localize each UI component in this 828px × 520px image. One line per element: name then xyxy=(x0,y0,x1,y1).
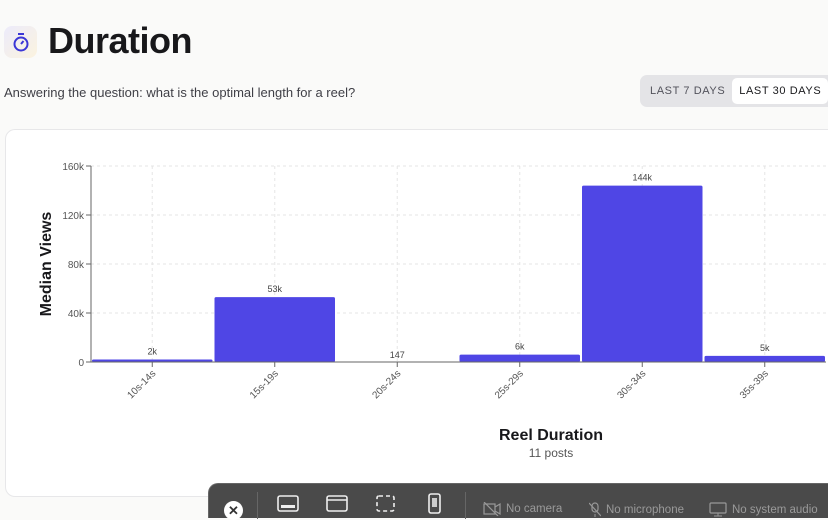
divider xyxy=(257,492,258,519)
tab-last-30-days[interactable]: LAST 30 DAYS xyxy=(732,78,828,104)
tab-last-7-days[interactable]: LAST 7 DAYS xyxy=(650,85,726,97)
stopwatch-icon-box xyxy=(4,26,37,58)
x-tick-label: 25s-29s xyxy=(493,368,526,401)
bar xyxy=(459,354,580,362)
y-tick-label: 0 xyxy=(78,358,84,369)
chart-card: 0 40k 80k 120k 160k 2k 10s-14s 53k 15s-19s 147 20s… xyxy=(5,129,828,497)
microphone-label: No microphone xyxy=(606,504,684,516)
y-axis-title: Median Views xyxy=(38,212,55,317)
y-tick-label: 80k xyxy=(68,260,85,271)
bar xyxy=(214,297,335,362)
bar xyxy=(92,359,213,362)
camera-off-icon xyxy=(483,502,501,516)
post-count: 11 posts xyxy=(529,446,573,460)
stopwatch-icon xyxy=(13,33,28,52)
data-label: 144k xyxy=(632,173,652,183)
system-audio-toggle[interactable]: No system audio xyxy=(709,502,818,517)
microphone-toggle[interactable]: No microphone xyxy=(589,502,684,518)
bar-chart: 0 40k 80k 120k 160k 2k 10s-14s 53k 15s-19s 147 20s… xyxy=(38,162,826,460)
data-label: 147 xyxy=(390,350,405,360)
record-entire-screen-icon[interactable] xyxy=(277,495,299,513)
y-tick-label: 40k xyxy=(68,309,85,320)
data-label: 2k xyxy=(147,347,157,357)
y-tick-label: 160k xyxy=(62,162,85,173)
bar xyxy=(582,185,703,362)
system-audio-off-icon xyxy=(709,502,727,517)
data-label: 53k xyxy=(267,284,282,294)
data-label: 6k xyxy=(515,342,525,352)
record-selection-icon[interactable] xyxy=(376,495,396,513)
page-subtitle: Answering the question: what is the opti… xyxy=(4,85,356,100)
x-axis-title: Reel Duration xyxy=(499,427,603,444)
x-tick-label: 20s-24s xyxy=(370,368,403,401)
x-tick-label: 35s-39s xyxy=(738,368,771,401)
close-button[interactable]: ✕ xyxy=(224,501,243,520)
record-window-icon[interactable] xyxy=(326,495,348,513)
date-range-tabs: LAST 7 DAYS LAST 30 DAYS xyxy=(640,75,828,107)
data-label: 5k xyxy=(760,343,770,353)
divider xyxy=(465,492,466,519)
camera-label: No camera xyxy=(506,503,563,515)
bar xyxy=(704,355,825,362)
screen-recorder-toolbar: ✕ No camera No microphone No system audi… xyxy=(208,483,828,520)
page-title: Duration xyxy=(48,20,193,61)
y-tick-label: 120k xyxy=(62,211,85,222)
record-device-icon[interactable] xyxy=(428,493,442,515)
system-audio-label: No system audio xyxy=(732,503,818,516)
x-tick-label: 30s-34s xyxy=(615,368,648,401)
microphone-off-icon xyxy=(589,502,601,517)
x-tick-label: 15s-19s xyxy=(248,368,281,401)
x-tick-label: 10s-14s xyxy=(125,368,158,401)
camera-toggle[interactable]: No camera xyxy=(483,502,562,516)
